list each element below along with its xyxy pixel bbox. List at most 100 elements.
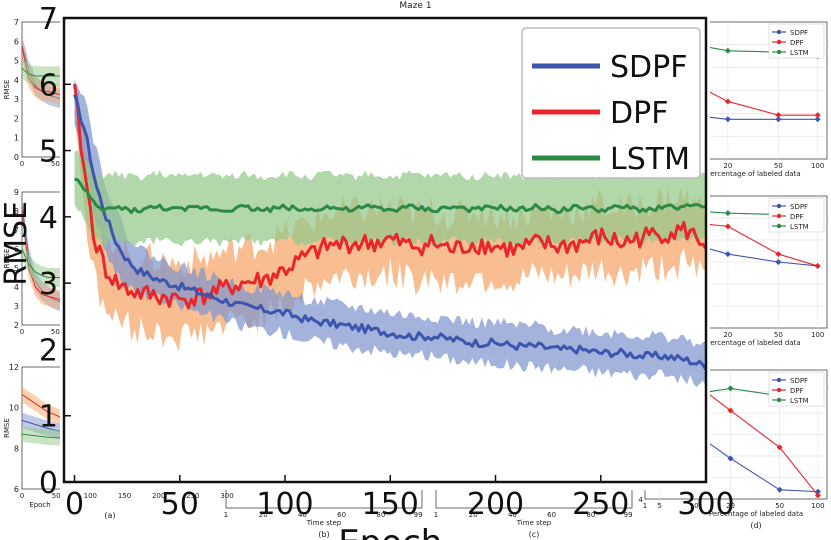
left-band xyxy=(22,37,69,105)
left-xlabel: Epoch xyxy=(29,501,50,509)
main-xtick-label: 250 xyxy=(572,487,629,522)
left-ytick-label: 6 xyxy=(14,485,19,494)
left-caption: (a) xyxy=(104,511,115,520)
right-marker xyxy=(724,98,731,105)
right-marker xyxy=(724,47,731,54)
main-ytick-label: 1 xyxy=(39,400,58,435)
right-legend-marker xyxy=(776,397,782,403)
main-xtick-label: 300 xyxy=(677,487,734,522)
series-line-lstm xyxy=(74,177,707,215)
left-ytick-label: 4 xyxy=(14,76,19,85)
right-legend-label: DPF xyxy=(790,39,804,47)
right-marker xyxy=(775,112,782,119)
main-xtick-label: 150 xyxy=(362,487,419,522)
right-marker xyxy=(727,455,734,462)
right-xtick-label: 5 xyxy=(657,502,661,510)
left-ylabel: RMSE xyxy=(3,249,11,269)
main-xlabel: Epoch xyxy=(338,523,442,540)
band-sdpf xyxy=(74,79,706,388)
main-ytick-label: 6 xyxy=(39,68,58,103)
right-xlabel: Percentage of labeled data xyxy=(709,510,803,518)
right-legend-marker xyxy=(776,387,782,393)
right-legend: SDPF DPF LSTM xyxy=(768,197,825,233)
left-ytick-label: 7 xyxy=(14,226,19,235)
right-xlabel: Percentage of labeled data xyxy=(706,339,800,347)
legend-label-sdpf: SDPF xyxy=(610,50,688,85)
middle-xtick-label: 60 xyxy=(337,511,346,519)
left-ytick-label: 2 xyxy=(14,321,19,330)
right-marker xyxy=(727,385,734,392)
left-xtick-label: 50 xyxy=(51,328,60,336)
middle-xlabel: Time step xyxy=(516,519,552,527)
right-xtick-label: 20 xyxy=(723,331,732,339)
middle-caption: (c) xyxy=(529,530,540,539)
legend-label-dpf: DPF xyxy=(610,96,668,131)
left-ytick-label: 3 xyxy=(14,95,19,104)
left-ytick-label: 1 xyxy=(14,134,19,143)
left-band xyxy=(22,58,69,86)
right-legend-label: SDPF xyxy=(790,29,808,37)
right-legend-label: SDPF xyxy=(790,377,808,385)
left-xtick-label: 0 xyxy=(20,328,24,336)
middle-xtick-label: 99 xyxy=(624,511,633,519)
right-marker xyxy=(775,116,782,123)
left-ytick-label: 5 xyxy=(14,264,19,273)
right-legend-marker xyxy=(776,223,782,229)
left-xtick-label: 100 xyxy=(84,492,97,500)
right-xtick-label: 50 xyxy=(774,331,783,339)
main-ytick-label: 7 xyxy=(39,2,58,37)
left-ytick-label: 6 xyxy=(14,245,19,254)
middle-xlabel: Time step xyxy=(306,519,342,527)
main-ytick-label: 5 xyxy=(39,135,58,170)
right-legend-label: DPF xyxy=(790,213,804,221)
right-xtick-label: 100 xyxy=(811,502,824,510)
middle-xtick-label: 80 xyxy=(586,511,595,519)
right-marker xyxy=(775,251,782,258)
right-xtick-label: 100 xyxy=(811,162,824,170)
right-legend-label: DPF xyxy=(790,387,804,395)
right-legend-label: LSTM xyxy=(790,397,809,405)
left-ytick-label: 8 xyxy=(14,444,19,453)
right-marker xyxy=(724,210,731,217)
left-ytick-label: 2 xyxy=(14,114,19,123)
main-ytick-label: 4 xyxy=(39,201,58,236)
right-marker xyxy=(814,116,821,123)
right-legend-marker xyxy=(776,39,782,45)
left-ytick-label: 7 xyxy=(14,18,19,27)
band-lstm xyxy=(74,150,706,248)
right-marker xyxy=(814,262,821,269)
middle-xtick-label: 60 xyxy=(547,511,556,519)
right-xtick-label: 100 xyxy=(811,331,824,339)
middle-xtick-label: 1 xyxy=(224,511,228,519)
right-marker xyxy=(724,116,731,123)
right-marker xyxy=(724,223,731,230)
main-chart: 05010015020025030001234567EpochRMSESDPFD… xyxy=(0,2,735,540)
right-xtick-label: 50 xyxy=(775,502,784,510)
right-xlabel: Percentage of labeled data xyxy=(706,170,800,178)
left-ytick-label: 12 xyxy=(9,363,19,372)
right-marker xyxy=(814,112,821,119)
main-legend: SDPF DPF LSTM xyxy=(521,27,701,179)
legend-label-lstm: LSTM xyxy=(610,142,690,177)
main-ylabel: RMSE xyxy=(0,201,34,286)
main-xtick-label: 100 xyxy=(256,487,313,522)
right-legend-marker xyxy=(776,29,782,35)
main-xtick-label: 50 xyxy=(161,487,199,522)
right-xtick-label: 20 xyxy=(726,502,735,510)
right-xtick-label: 1 xyxy=(643,502,647,510)
left-xtick-label: 250 xyxy=(186,492,199,500)
middle-xtick-label: 1 xyxy=(434,511,438,519)
left-xtick-label: 0 xyxy=(20,160,24,168)
left-ylabel: RMSE xyxy=(3,80,11,100)
right-xtick-label: 10 xyxy=(690,502,699,510)
right-marker xyxy=(724,251,731,258)
main-ytick-label: 0 xyxy=(39,466,58,501)
page-title: Maze 1 xyxy=(399,1,432,11)
main-xtick-label: 0 xyxy=(65,487,84,522)
left-xtick-label: 300 xyxy=(220,492,233,500)
right-legend-marker xyxy=(776,377,782,383)
main-xtick-label: 200 xyxy=(467,487,524,522)
right-legend: SDPF DPF LSTM xyxy=(768,23,825,59)
right-ytick-label: 4 xyxy=(639,496,644,504)
